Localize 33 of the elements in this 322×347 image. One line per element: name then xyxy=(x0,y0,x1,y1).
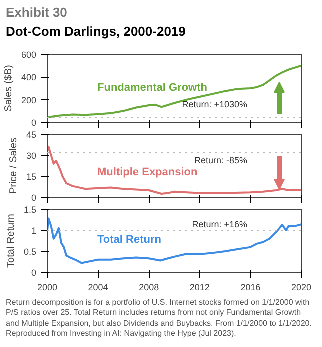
y-tick-label: 400 xyxy=(21,72,37,83)
y-tick-label: 600 xyxy=(21,50,37,60)
y-tick-label: 15 xyxy=(26,172,37,182)
y-tick-label: 0 xyxy=(31,193,37,203)
y-tick-label: 0.5 xyxy=(24,247,37,257)
annotation: Return: -85% xyxy=(194,156,248,166)
y-axis-title: Price / Sales xyxy=(8,138,20,194)
y-tick-label: 45 xyxy=(26,130,37,140)
chart-subtitle: Exhibit 30 xyxy=(6,5,68,20)
y-tick-label: 200 xyxy=(21,95,37,106)
y-tick-label: 1.5 xyxy=(24,205,37,215)
x-tick-label: 2012 xyxy=(190,282,210,292)
x-tick-label: 2016 xyxy=(240,282,261,292)
x-tick-label: 2004 xyxy=(88,282,108,292)
chart-title: Dot-Com Darlings, 2000-2019 xyxy=(6,24,186,39)
series-label: Fundamental Growth xyxy=(98,82,208,94)
text: Return decomposition is for a portfolio of U.S. Internet stocks formed on 1/1/2000 with P/S ratios over 25. Total Return includes returns from not only Fundamental Growth and Multiple Expansion, but also Dividends and Buybacks. From 1/1/2000 to 1/1/2020. Reproduced from Investing in AI: Navigating the Hype (Jul 2023). xyxy=(6,298,313,340)
y-tick-label: 30 xyxy=(26,151,37,161)
y-axis-title: Sales ($B) xyxy=(3,65,14,112)
y-tick-label: 0 xyxy=(31,118,37,128)
x-tick-label: 2020 xyxy=(291,282,312,292)
x-tick-label: 2000 xyxy=(37,282,58,292)
line-series xyxy=(48,64,302,119)
y-axis-title: Total Return xyxy=(6,214,17,268)
y-tick-label: 0 xyxy=(31,268,37,278)
series-label: Multiple Expansion xyxy=(98,166,198,179)
x-tick-label: 2008 xyxy=(139,282,160,292)
line-series xyxy=(48,146,302,195)
series-label: Total Return xyxy=(98,234,162,246)
annotation: Return: +1030% xyxy=(182,100,248,110)
annotation: Return: +16% xyxy=(192,220,248,230)
line-series xyxy=(48,218,302,264)
y-tick-label: 1 xyxy=(31,226,37,236)
